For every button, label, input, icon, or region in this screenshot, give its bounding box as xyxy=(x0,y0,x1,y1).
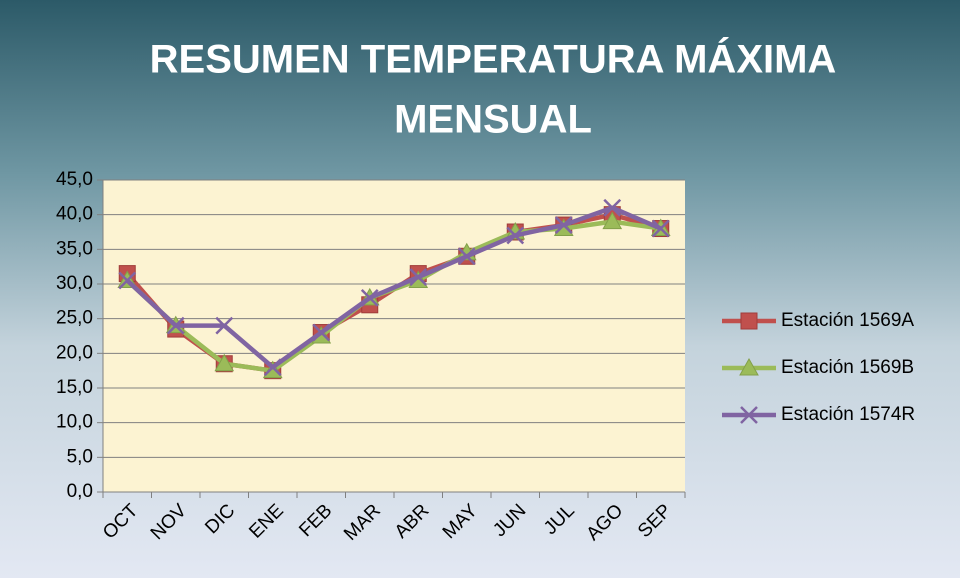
marker xyxy=(651,219,670,238)
marker xyxy=(166,316,185,335)
marker xyxy=(603,198,622,217)
y-tick-label: 15,0 xyxy=(56,377,93,398)
y-tick-label: 25,0 xyxy=(56,308,93,329)
chart-title: MENSUAL xyxy=(394,98,592,142)
y-tick-label: 20,0 xyxy=(56,342,93,363)
marker xyxy=(360,288,379,307)
marker xyxy=(118,271,137,290)
marker xyxy=(409,268,428,286)
y-tick-label: 40,0 xyxy=(56,204,93,225)
marker xyxy=(215,316,234,335)
series-line xyxy=(125,205,662,370)
chart-title: RESUMEN TEMPERATURA MÁXIMA xyxy=(150,37,837,82)
y-tick-label: 35,0 xyxy=(56,238,93,259)
y-tick-label: 30,0 xyxy=(56,273,93,294)
y-tick-label: 45,0 xyxy=(56,169,93,190)
y-tick-label: 0,0 xyxy=(67,481,93,502)
marker xyxy=(312,323,331,342)
marker xyxy=(457,247,476,266)
marker xyxy=(262,360,283,379)
marker xyxy=(263,358,282,377)
legend-label: Estación 1569B xyxy=(781,357,914,378)
legend-label: Estación 1569A xyxy=(781,310,914,331)
marker xyxy=(739,357,759,376)
legend-label: Estación 1574R xyxy=(781,404,915,425)
plot-area xyxy=(103,180,685,492)
marker xyxy=(740,406,758,424)
y-tick-label: 5,0 xyxy=(67,446,93,467)
marker xyxy=(554,216,573,234)
y-tick-label: 10,0 xyxy=(56,412,93,433)
marker xyxy=(214,353,235,372)
marker xyxy=(506,226,525,245)
marker xyxy=(740,312,758,330)
marker xyxy=(602,211,623,230)
